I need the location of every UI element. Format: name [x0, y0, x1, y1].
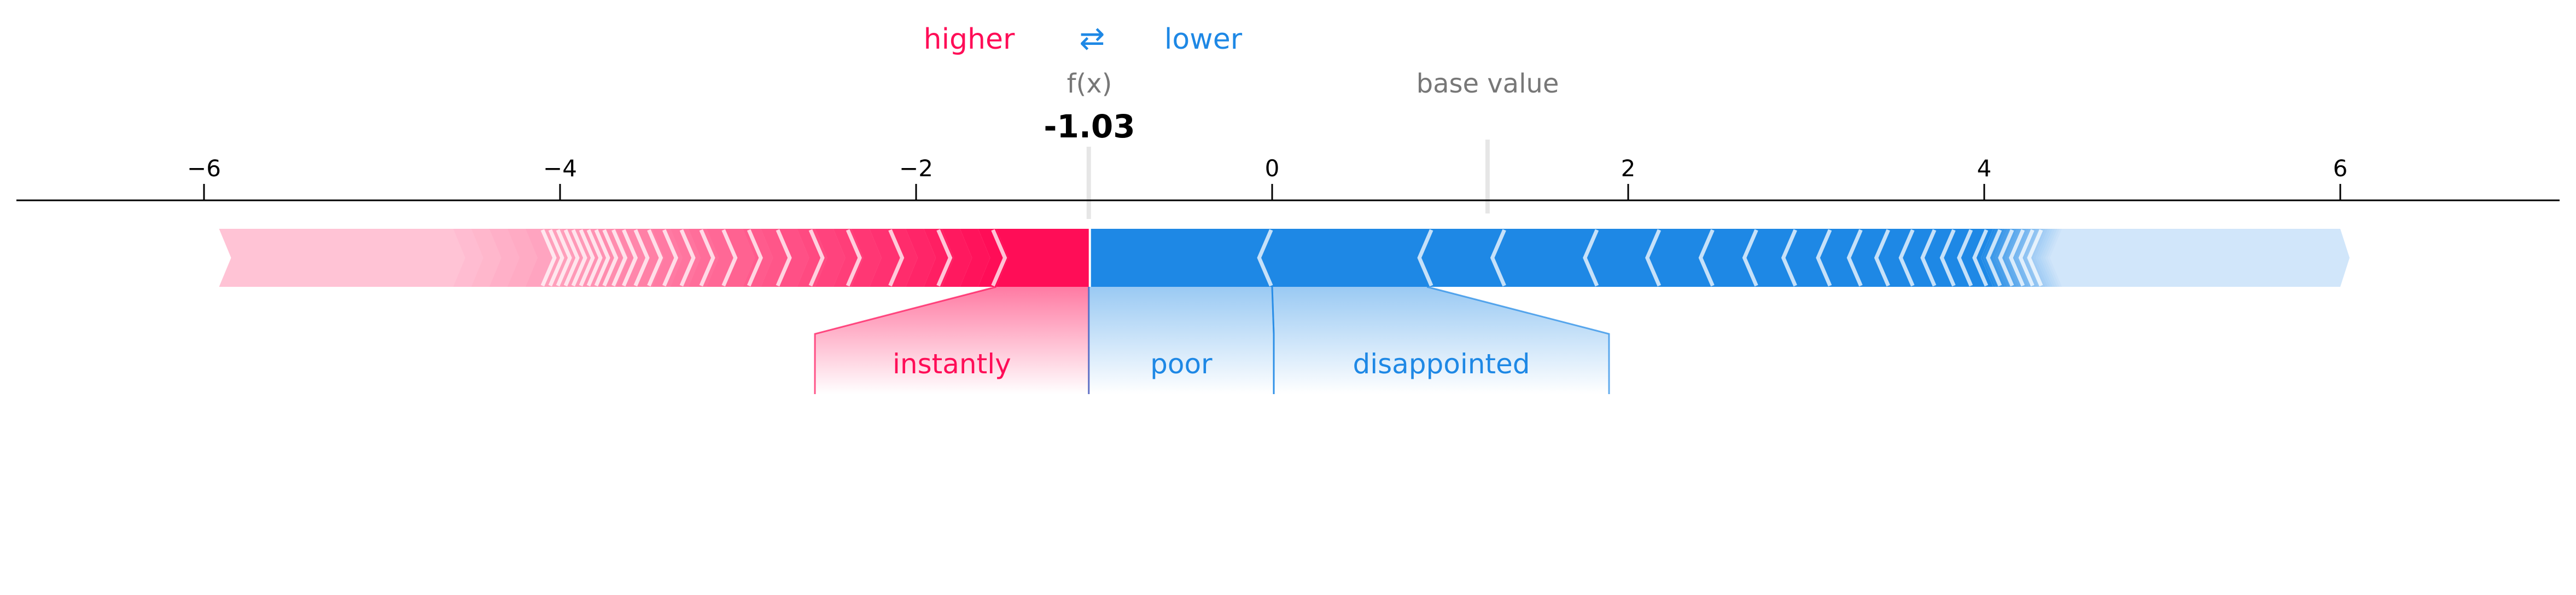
negative-chevron-separator: [2027, 229, 2043, 287]
negative-chevron-separator: [1645, 229, 1662, 287]
negative-chevron-separator: [2009, 229, 2025, 287]
fx-label: f(x): [1067, 68, 1112, 99]
reference-lines: [1086, 140, 1490, 219]
negative-chevron-separator: [1874, 229, 1890, 287]
positive-chevron-separator: [662, 229, 679, 287]
positive-chevron-separator: [563, 229, 580, 287]
fx-value: -1.03: [1044, 108, 1135, 145]
positive-small-feature-segment: [725, 229, 755, 287]
negative-chevron-separator: [2018, 229, 2035, 287]
positive-chevron-separator: [594, 229, 610, 287]
positive-small-feature-segment: [743, 229, 773, 287]
positive-chevron-separator: [579, 229, 595, 287]
x-tick-label: 2: [1621, 155, 1636, 182]
feature-connectors: [814, 286, 1610, 394]
positive-small-feature-segment: [797, 229, 827, 287]
positive-chevron-separator: [647, 229, 663, 287]
x-tick-label: −4: [543, 155, 577, 182]
positive-small-feature-segment: [779, 229, 809, 287]
positive-small-feature-segment: [616, 229, 646, 287]
positive-small-feature-segment: [507, 229, 538, 287]
positive-small-feature-segment: [924, 229, 954, 287]
negative-chevron-separator: [1742, 229, 1758, 287]
positive-chevron-separator: [548, 229, 564, 287]
negative-chevron-separator: [1583, 229, 1599, 287]
feature-instantly-label: instantly: [893, 348, 1011, 380]
positive-chevron-separator: [699, 229, 715, 287]
legend-lower-label: lower: [1164, 23, 1243, 56]
negative-chevron-separator: [1972, 229, 1989, 287]
force-bars: [219, 229, 2350, 287]
positive-chevron-separator: [991, 229, 1007, 287]
negative-chevron-separator: [1417, 229, 1433, 287]
legend-arrows-icon: ⇄: [1080, 21, 1105, 56]
x-tick-label: −2: [899, 155, 933, 182]
positive-chevron-separator: [633, 229, 650, 287]
positive-chevron-separator: [556, 229, 572, 287]
positive-chevron-separator: [586, 229, 603, 287]
feature-labels: instantly poor disappointed: [893, 348, 1530, 380]
positive-small-feature-segment: [833, 229, 864, 287]
positive-chevron-separator: [679, 229, 696, 287]
base-value-label: base value: [1417, 68, 1559, 99]
negative-other-features-bar: [1981, 229, 2350, 287]
positive-chevron-separator: [776, 229, 792, 287]
positive-chevron-separator: [888, 229, 905, 287]
negative-chevron-separator: [1986, 229, 2002, 287]
positive-chevron-separator: [602, 229, 619, 287]
positive-small-feature-segment: [906, 229, 936, 287]
positive-chevron-separator: [571, 229, 587, 287]
negative-chevron-separator: [1698, 229, 1715, 287]
feature-disappointed-connector-right: [1426, 286, 1610, 394]
negative-chevron-separator: [1939, 229, 1956, 287]
positive-chevron-separator: [747, 229, 763, 287]
x-tick-label: −6: [187, 155, 221, 182]
legend-higher-label: higher: [924, 23, 1015, 56]
positive-chevron-separator: [721, 229, 738, 287]
positive-small-feature-segment: [815, 229, 846, 287]
feature-disappointed-connector-fill: [1272, 287, 1609, 394]
positive-small-feature-segment: [652, 229, 683, 287]
positive-chevron-separator: [846, 229, 862, 287]
feature-disappointed-connector-left: [1271, 286, 1275, 394]
positive-small-feature-segment: [471, 229, 502, 287]
positive-small-feature-segment: [688, 229, 719, 287]
negative-chevron-separator: [1490, 229, 1506, 287]
negative-chevron-separator: [1781, 229, 1797, 287]
negative-chevron-separator: [1998, 229, 2014, 287]
negative-features-bar: [1091, 229, 1994, 287]
positive-chevron-separator: [936, 229, 953, 287]
negative-chevron-separator: [1257, 229, 1273, 287]
x-tick-label: 4: [1977, 155, 1992, 182]
negative-chevron-separator: [1957, 229, 1973, 287]
positive-chevron-separator: [540, 229, 557, 287]
positive-chevron-separator: [808, 229, 825, 287]
x-tick-label: 0: [1265, 155, 1280, 182]
feature-disappointed-label: disappointed: [1353, 348, 1530, 380]
negative-chevron-separator: [1816, 229, 1832, 287]
positive-chevron-separator: [611, 229, 628, 287]
positive-small-feature-segment: [869, 229, 900, 287]
feature-poor-label: poor: [1150, 348, 1213, 380]
positive-feature-bar-instantly: [996, 229, 1089, 287]
positive-small-feature-segment: [544, 229, 574, 287]
positive-chevron-separator: [622, 229, 638, 287]
feature-instantly-connector-fill: [815, 287, 1089, 394]
positive-small-feature-segment: [942, 229, 972, 287]
positive-small-feature-segment: [851, 229, 882, 287]
negative-chevron-separator: [1920, 229, 1937, 287]
positive-small-feature-segment: [670, 229, 701, 287]
negative-chevron-separator: [1898, 229, 1915, 287]
positive-small-feature-segment: [960, 229, 990, 287]
positive-small-feature-segment: [489, 229, 520, 287]
x-axis: −6 −4 −2 0 2 4 6: [16, 155, 2560, 201]
negative-chevron-separator: [1846, 229, 1863, 287]
x-tick-label: 6: [2333, 155, 2348, 182]
feature-poor-connector-fill: [1088, 287, 1274, 394]
feature-instantly-connector-left: [814, 286, 996, 394]
